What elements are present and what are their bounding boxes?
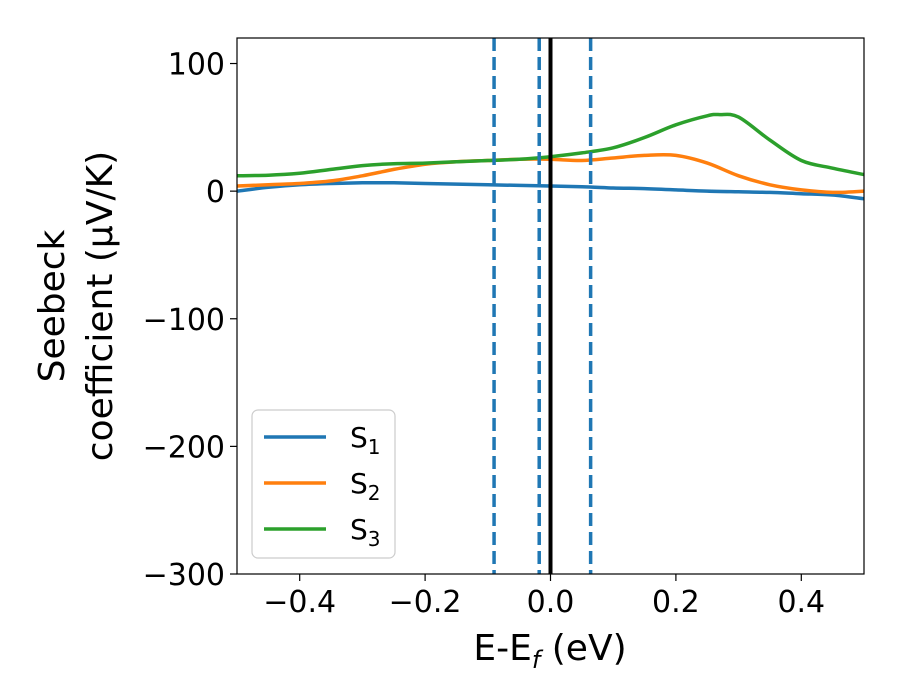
legend: S1 S2 S3 [251,409,396,559]
y-tick-label: 100 [168,48,225,83]
y-tick-label: −100 [143,303,225,338]
x-tick-label: 0.0 [527,585,575,620]
legend-label-s3: S3 [350,513,381,551]
vertical-reference-lines [492,38,593,574]
legend-label-s1: S1 [350,421,381,459]
series-line-s3 [237,112,864,178]
x-axis-label-main: E-E [473,628,531,669]
x-tick-label: 0.4 [777,585,825,620]
x-tick-label: −0.2 [389,585,462,620]
y-axis-label-line2: coefficient (μV/K) [80,151,121,461]
y-axis-label: Seebeck coefficient (μV/K) [32,151,121,461]
x-tick-label: 0.2 [652,585,700,620]
x-tick-label: −0.4 [263,585,336,620]
y-axis-label-line1: Seebeck [32,229,73,382]
axis-ticks: −0.4 −0.2 0.0 0.2 0.4 100 0 −100 −200 −300 [143,48,826,620]
y-tick-label: −200 [143,430,225,465]
legend-label-s2: S2 [350,467,381,505]
y-tick-label: −300 [143,558,225,593]
x-axis-label-suffix: (eV) [540,628,626,669]
x-axis-label: E-Ef (eV) [473,628,626,674]
y-tick-label: 0 [206,175,225,210]
